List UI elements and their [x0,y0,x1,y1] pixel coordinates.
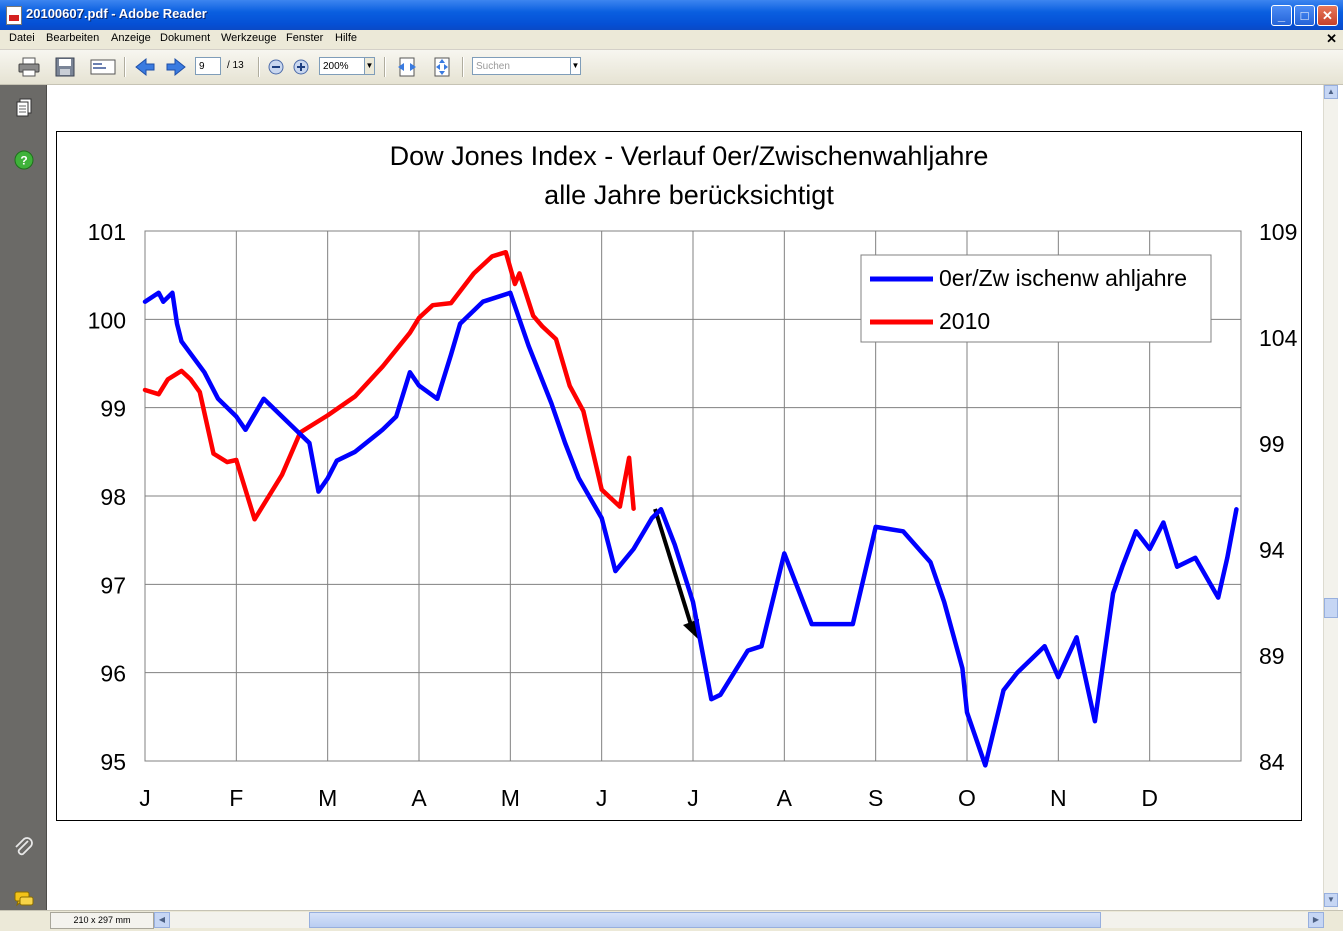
chart-legend: 0er/Zw ischenw ahljahre 2010 [860,254,1212,343]
search-input[interactable]: Suchen [472,57,572,75]
menu-bar: Datei Bearbeiten Anzeige Dokument Werkze… [0,30,1343,50]
pages-icon[interactable] [13,97,35,119]
close-button[interactable]: ✕ [1317,5,1338,26]
comments-icon[interactable] [13,889,35,911]
x-tick-label: M [501,785,520,811]
save-icon[interactable] [54,57,76,77]
menu-fenster[interactable]: Fenster [286,32,324,44]
left-tick-label: 98 [100,484,126,510]
x-tick-label: S [868,785,883,811]
left-axis-ticks: 101 100 99 98 97 96 95 [88,219,126,775]
vertical-scrollbar[interactable]: ▲ ▼ [1323,85,1338,910]
menu-anzeige[interactable]: Anzeige [111,32,151,44]
legend-label-2010: 2010 [939,308,990,334]
right-tick-label: 104 [1259,325,1298,351]
toolbar: 9 / 13 200% ▼ Suchen ▼ [0,50,1343,85]
help-icon[interactable]: ? [13,149,35,171]
left-tick-label: 99 [100,396,126,422]
left-tick-label: 96 [100,661,126,687]
horizontal-scroll-thumb[interactable] [309,912,1101,928]
x-tick-label: N [1050,785,1067,811]
x-tick-label: J [687,785,699,811]
prev-page-icon[interactable] [134,57,156,77]
fit-width-icon[interactable] [396,57,418,77]
status-bar: 210 x 297 mm ◀ ▶ [0,910,1343,931]
legend-label-midterm: 0er/Zw ischenw ahljahre [939,265,1187,291]
zoom-level-select[interactable]: 200% [319,57,365,75]
svg-text:?: ? [20,154,27,168]
email-icon[interactable] [90,57,116,77]
attachment-icon[interactable] [13,837,35,859]
chart-grid [145,230,1241,762]
left-tick-label: 100 [88,307,126,333]
left-tick-label: 97 [100,572,126,598]
x-tick-label: D [1141,785,1158,811]
x-tick-label: J [596,785,608,811]
menu-hilfe[interactable]: Hilfe [335,32,358,44]
series-layer [142,249,1239,768]
menu-dokument[interactable]: Dokument [160,32,211,44]
left-tick-label: 95 [100,749,126,775]
right-tick-label: 94 [1259,537,1285,563]
x-tick-label: A [777,785,793,811]
search-dropdown-arrow[interactable]: ▼ [570,57,581,75]
window-title: 20100607.pdf - Adobe Reader [26,6,207,21]
menu-datei[interactable]: Datei [9,32,35,44]
series-line-2010 [142,249,636,522]
chart-subtitle: alle Jahre berücksichtigt [544,180,834,210]
pdf-app-icon [6,6,22,25]
scroll-left-icon[interactable]: ◀ [154,912,170,928]
series-line-midterm-years [142,290,1239,768]
page-size-label: 210 x 297 mm [50,912,154,929]
x-tick-label: M [318,785,337,811]
x-tick-label: A [411,785,427,811]
annotation-arrow [653,508,693,626]
scroll-down-icon[interactable]: ▼ [1324,893,1338,907]
title-bar: 20100607.pdf - Adobe Reader _ □ ✕ [0,0,1343,30]
page-number-input[interactable]: 9 [195,57,221,75]
print-icon[interactable] [18,57,40,77]
left-tick-label: 101 [88,219,126,245]
right-tick-label: 84 [1259,749,1285,775]
fit-page-icon[interactable] [431,57,453,77]
right-axis-ticks: 109 104 99 94 89 84 [1259,219,1298,775]
x-tick-label: J [139,785,151,811]
dow-jones-chart: 101 100 99 98 97 96 95 109 104 99 94 89 84 J F M A M J J A… [88,141,1298,811]
x-tick-label: O [958,785,976,811]
next-page-icon[interactable] [165,57,187,77]
maximize-button[interactable]: □ [1294,5,1315,26]
scroll-right-icon[interactable]: ▶ [1308,912,1324,928]
plot-area-border [144,230,1242,762]
right-tick-label: 109 [1259,219,1297,245]
toolbar-separator [258,57,260,77]
right-tick-label: 99 [1259,431,1285,457]
zoom-dropdown-arrow[interactable]: ▼ [364,57,375,75]
page-total: / 13 [227,60,244,71]
toolbar-separator [124,57,126,77]
horizontal-scrollbar[interactable]: ◀ ▶ [154,912,1324,928]
navigation-pane: ? [0,85,47,910]
chart-frame: 101 100 99 98 97 96 95 109 104 99 94 89 84 J F M A M J J A… [56,131,1302,821]
toolbar-separator [462,57,464,77]
legend-box [860,254,1212,343]
menu-bearbeiten[interactable]: Bearbeiten [46,32,100,44]
x-tick-label: F [229,785,243,811]
zoom-in-icon[interactable] [291,57,311,77]
chart-title: Dow Jones Index - Verlauf 0er/Zwischenwa… [390,141,989,171]
toolbar-separator [384,57,386,77]
minimize-button[interactable]: _ [1271,5,1292,26]
zoom-out-icon[interactable] [266,57,286,77]
scroll-up-icon[interactable]: ▲ [1324,85,1338,99]
vertical-scroll-thumb[interactable] [1324,598,1338,618]
menu-werkzeuge[interactable]: Werkzeuge [221,32,277,44]
document-close-icon[interactable]: ✕ [1326,31,1337,46]
right-tick-label: 89 [1259,643,1285,669]
